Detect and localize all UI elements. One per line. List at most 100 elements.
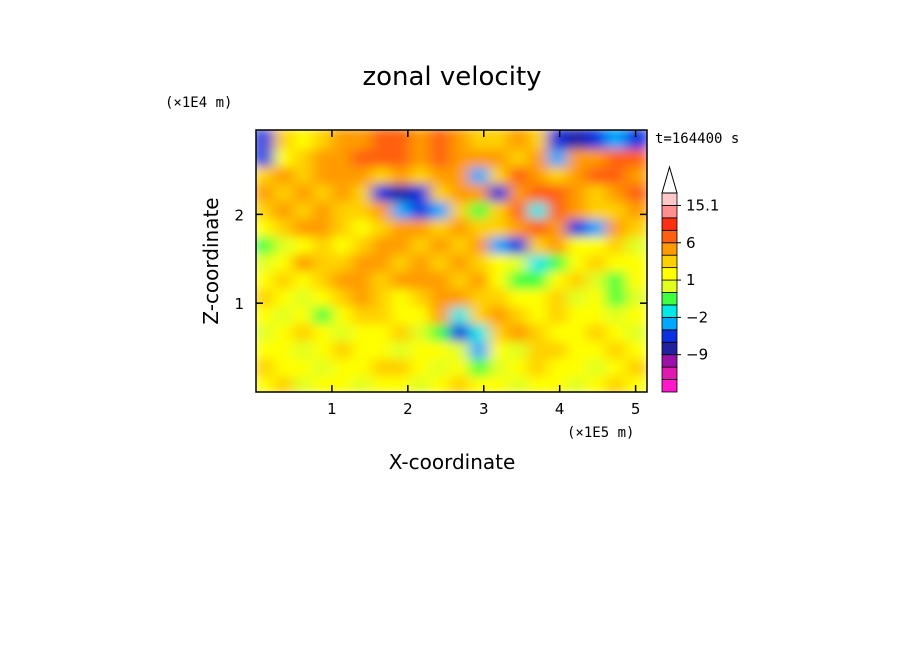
field-cell xyxy=(508,197,532,220)
field-cell xyxy=(256,355,278,377)
field-cell xyxy=(351,180,376,202)
field-cell xyxy=(410,337,434,360)
field-cell xyxy=(527,130,552,150)
field-cell xyxy=(469,337,493,360)
field-cell xyxy=(625,355,647,377)
field-cell xyxy=(293,145,317,167)
x-axis-label: X-coordinate xyxy=(389,450,516,474)
field-cell xyxy=(449,250,474,272)
field-cell xyxy=(273,337,298,360)
colorbar-band xyxy=(661,316,678,331)
field-cell xyxy=(605,337,630,360)
field-cell xyxy=(256,302,278,325)
field-cell xyxy=(527,355,552,377)
field-cell xyxy=(371,232,395,255)
x-axis: 1 2 3 4 5 xyxy=(327,130,640,418)
y-tick-label: 2 xyxy=(234,206,244,224)
field-cell xyxy=(371,145,395,167)
field-cell xyxy=(312,267,337,290)
colorbar-band xyxy=(661,341,678,356)
field-cell xyxy=(410,320,434,342)
field-cell xyxy=(605,355,630,377)
field-cell xyxy=(547,162,571,185)
field-cell xyxy=(351,285,376,307)
field-cell xyxy=(256,320,278,342)
field-cell xyxy=(390,267,415,290)
field-cell xyxy=(547,197,571,220)
field-cell xyxy=(547,285,571,307)
field-cell xyxy=(508,162,532,185)
field-cell xyxy=(469,180,493,202)
field-cell xyxy=(312,197,337,220)
field-cell xyxy=(293,130,317,150)
field-cell xyxy=(410,302,434,325)
field-cell xyxy=(488,232,513,255)
field-cell xyxy=(586,145,610,167)
field-cell xyxy=(488,302,513,325)
field-cell xyxy=(371,320,395,342)
field-cell xyxy=(586,337,610,360)
field-cell xyxy=(566,180,591,202)
field-cell xyxy=(566,372,591,392)
field-cell xyxy=(625,372,647,392)
field-cell xyxy=(312,337,337,360)
field-cell xyxy=(273,197,298,220)
field-cell xyxy=(312,130,337,150)
field-cell xyxy=(351,302,376,325)
field-cell xyxy=(293,197,317,220)
field-cell xyxy=(332,232,356,255)
field-cell xyxy=(332,197,356,220)
y-axis-label: Z-coordinate xyxy=(199,197,223,324)
field-cell xyxy=(273,355,298,377)
colorbar-band xyxy=(661,192,678,206)
colorbar-band xyxy=(661,279,678,293)
field-cell xyxy=(351,130,376,150)
field-cell xyxy=(351,337,376,360)
field-cell xyxy=(332,285,356,307)
field-cell xyxy=(312,355,337,377)
field-cell xyxy=(293,337,317,360)
x-tick-label: 5 xyxy=(631,400,641,418)
field-cell xyxy=(625,250,647,272)
colorbar-label: −2 xyxy=(686,308,708,326)
field-cell xyxy=(332,302,356,325)
field-cell xyxy=(410,215,434,237)
field-cell xyxy=(586,372,610,392)
colorbar-band xyxy=(661,379,678,393)
field-cell xyxy=(429,372,454,392)
field-cell xyxy=(410,162,434,185)
field-cell xyxy=(293,285,317,307)
y-unit-label: (×1E4 m) xyxy=(165,95,232,111)
field-cell xyxy=(332,355,356,377)
field-cell xyxy=(312,285,337,307)
field-cell xyxy=(547,355,571,377)
y-tick-label: 1 xyxy=(234,295,244,313)
field-cell xyxy=(488,197,513,220)
field-cell xyxy=(273,215,298,237)
field-cell xyxy=(527,337,552,360)
field-cell xyxy=(351,355,376,377)
field-cell xyxy=(293,232,317,255)
field-cell xyxy=(547,145,571,167)
field-cell xyxy=(566,250,591,272)
field-cell xyxy=(547,250,571,272)
field-cell xyxy=(625,180,647,202)
field-cell xyxy=(429,197,454,220)
field-cell xyxy=(449,302,474,325)
field-cell xyxy=(508,302,532,325)
field-cell xyxy=(625,337,647,360)
field-cell xyxy=(625,285,647,307)
field-cell xyxy=(371,285,395,307)
field-cell xyxy=(586,215,610,237)
field-cell xyxy=(273,180,298,202)
field-cell xyxy=(488,267,513,290)
field-cell xyxy=(605,302,630,325)
field-cell xyxy=(312,372,337,392)
field-cell xyxy=(293,320,317,342)
field-cell xyxy=(449,180,474,202)
field-cell xyxy=(371,215,395,237)
colorbar-band xyxy=(661,292,678,306)
field-cell xyxy=(371,130,395,150)
field-cell xyxy=(449,337,474,360)
